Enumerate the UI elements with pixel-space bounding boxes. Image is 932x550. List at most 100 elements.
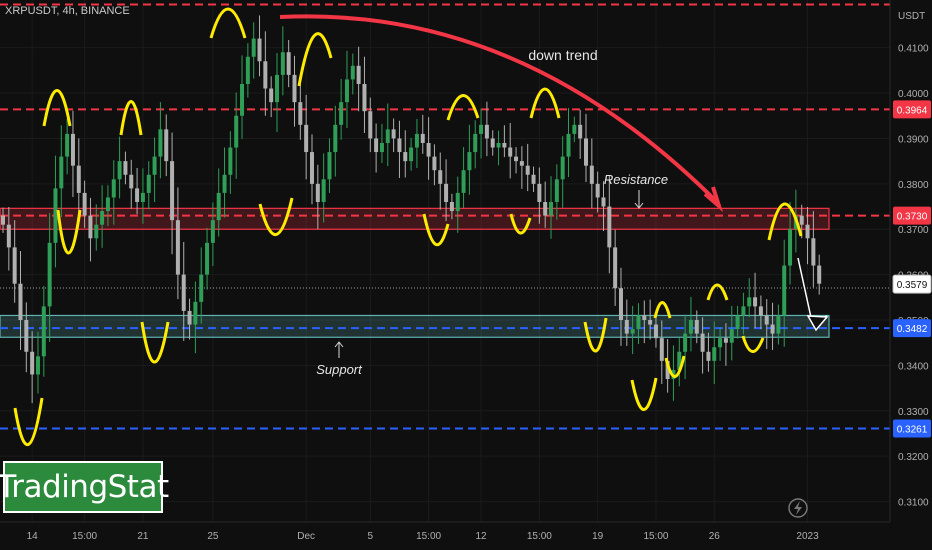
down-trend-label: down trend — [528, 47, 597, 63]
trough-marker — [741, 335, 765, 353]
brand-logo: TradingStat — [0, 461, 169, 513]
candle-body — [327, 152, 332, 180]
time-tick-label: 21 — [137, 531, 149, 542]
candle-body — [146, 174, 151, 193]
candle-body — [653, 324, 658, 339]
candle-body — [344, 79, 349, 103]
candle-body — [257, 38, 262, 62]
candle-body — [205, 242, 210, 275]
trough-marker — [509, 213, 532, 235]
time-tick-label: Dec — [297, 531, 315, 542]
drawings — [13, 7, 829, 446]
candle-body — [140, 192, 145, 202]
price-zones — [0, 207, 830, 338]
candle-body — [747, 297, 752, 307]
candle-body — [199, 274, 204, 302]
time-tick-label: 25 — [207, 531, 219, 542]
candle-body — [53, 188, 58, 243]
candle-body — [770, 324, 775, 334]
candle-body — [788, 229, 793, 266]
candle-body — [123, 161, 128, 175]
candle-body — [479, 124, 484, 134]
candle-body — [584, 138, 588, 166]
candle-body — [753, 297, 758, 307]
candle-body — [630, 329, 635, 334]
candle-body — [414, 133, 419, 148]
candle-body — [694, 320, 699, 334]
candle-body — [76, 165, 81, 193]
candle-body — [741, 306, 746, 316]
candle-body — [175, 220, 180, 275]
horizontal-levels — [0, 3, 890, 430]
candle-body — [613, 247, 618, 289]
peak-marker — [706, 283, 729, 301]
candle-body — [1, 215, 5, 225]
price-label-text: 0.3482 — [897, 324, 928, 335]
candle-body — [484, 124, 489, 139]
candle-body — [438, 170, 443, 184]
support-label: Support — [316, 362, 363, 377]
candle-body — [374, 138, 379, 153]
candle-body — [642, 315, 647, 321]
candle-body — [70, 133, 75, 166]
candle-body — [490, 138, 495, 148]
candle-body — [449, 201, 454, 212]
peak-marker — [209, 7, 247, 39]
price-tick-label: 0.3800 — [898, 180, 929, 191]
candle-body — [350, 65, 355, 80]
price-label-box — [893, 319, 931, 338]
time-tick-label: 2023 — [796, 531, 819, 542]
candle-body — [758, 306, 763, 316]
candle-body — [362, 83, 367, 112]
trough-marker — [583, 317, 608, 353]
candle-body — [164, 129, 169, 162]
candle-body — [12, 247, 17, 284]
time-axis-ticks[interactable]: 14 15:00 21 25 Dec 5 15:00 12 15:00 19 15:00 26 2023 — [27, 531, 820, 542]
price-label-text: 0.3261 — [897, 424, 928, 435]
candle-body — [636, 315, 641, 330]
down-trend-arrow-head — [703, 186, 724, 213]
price-label-box — [892, 274, 932, 294]
candle-body — [560, 156, 565, 180]
resistance-pointer-head — [634, 202, 644, 209]
candle-body — [723, 338, 728, 343]
candle-body — [245, 56, 250, 84]
candle-body — [467, 152, 472, 171]
candle-body — [706, 351, 711, 361]
price-label-box — [893, 206, 931, 225]
candle-body — [729, 329, 734, 343]
candle-body — [135, 188, 140, 202]
candle-body — [222, 174, 227, 193]
candle-body — [578, 124, 583, 139]
candle-body — [30, 351, 35, 375]
price-label-text: 0.3964 — [897, 105, 928, 116]
candle-body — [385, 129, 390, 143]
symbol-title: XRPUSDT, 4h, BINANCE — [5, 5, 130, 17]
peak-marker — [529, 87, 561, 119]
candle-body — [368, 111, 373, 139]
trough-marker — [140, 321, 170, 364]
lightning-icon[interactable] — [788, 498, 808, 518]
price-tick-label: 0.4000 — [898, 89, 929, 100]
candle-body — [531, 174, 536, 184]
peak-marker — [653, 301, 672, 319]
trough-marker — [664, 355, 686, 378]
price-tick-label: 0.3100 — [898, 498, 929, 509]
candle-body — [444, 183, 449, 202]
price-label-box — [893, 100, 931, 119]
candle-body — [496, 142, 501, 148]
candle-body — [18, 283, 23, 321]
candle-body — [105, 197, 110, 212]
candle-body — [543, 201, 548, 216]
candle-body — [263, 61, 268, 89]
candle-body — [764, 315, 769, 325]
peak-marker — [297, 32, 333, 87]
candle-body — [152, 156, 157, 175]
candle-body — [566, 133, 571, 157]
candle-body — [805, 224, 810, 239]
candle-body — [554, 179, 559, 202]
candle-body — [688, 320, 693, 334]
price-label-text: 0.3730 — [897, 212, 928, 223]
candle-body — [799, 215, 804, 225]
